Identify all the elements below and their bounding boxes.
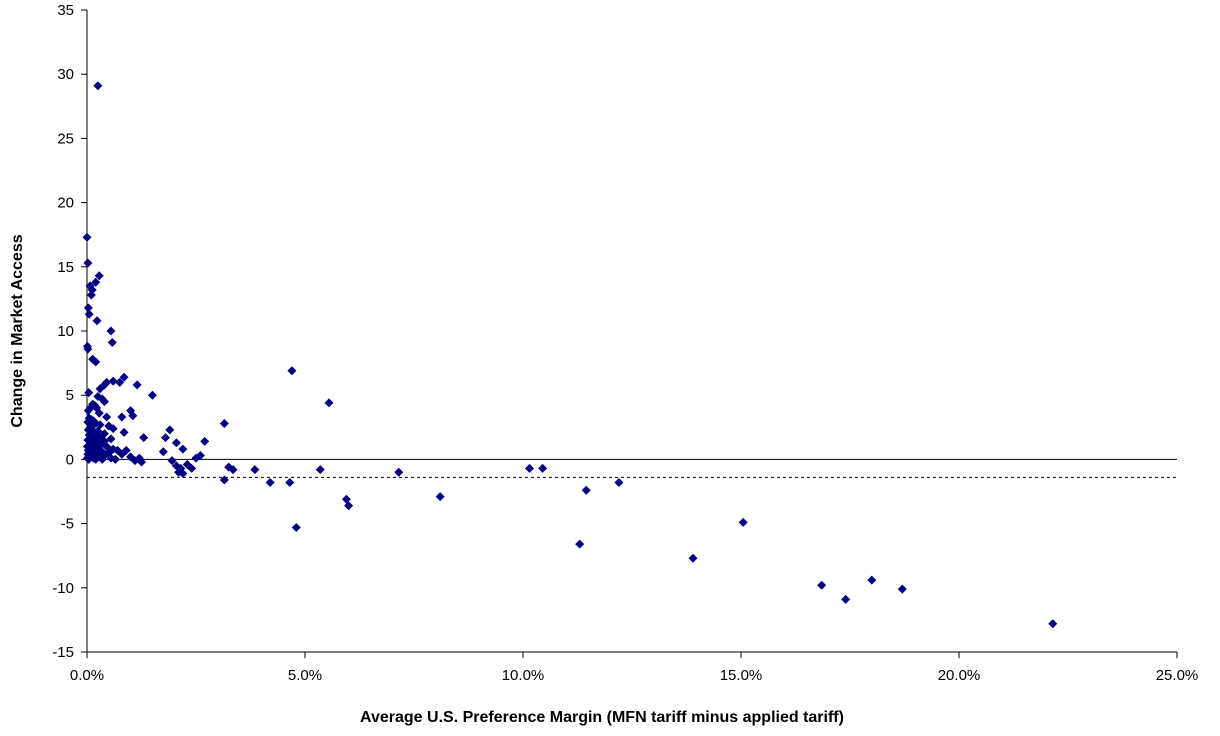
data-point [83,303,93,313]
data-point [435,492,445,502]
data-point [575,539,585,549]
y-tick-label: 15 [57,259,74,276]
data-point [219,475,229,485]
data-point [84,454,94,464]
data-point [94,408,104,418]
x-tick-label: 10.0% [502,667,545,684]
data-point [191,453,201,463]
data-point [94,271,104,281]
data-point [187,463,197,473]
data-point [165,425,175,435]
data-point [147,390,157,400]
y-tick-label: 0 [66,451,74,468]
data-point [128,411,138,421]
data-point [106,326,116,336]
data-point [171,438,181,448]
tick-labels: -15 -10 -5 0 5 10 15 20 25 30 35 0.0% 5.0% 10.0% 15.0%… [52,2,1198,684]
data-point [167,456,177,466]
data-point [688,553,698,563]
data-point [158,447,168,457]
data-point [250,465,260,475]
data-point [102,412,112,422]
data-point [83,344,93,354]
x-tick-label: 25.0% [1156,667,1199,684]
y-tick-label: -15 [52,644,74,661]
x-tick-label: 15.0% [720,667,763,684]
data-point [97,454,107,464]
data-point [200,436,210,446]
x-tick-label: 5.0% [288,667,322,684]
y-tick-label: 10 [57,323,74,340]
data-point [95,384,105,394]
y-axis-title: Change in Market Access [9,234,26,427]
data-point [897,584,907,594]
y-tick-label: 20 [57,195,74,212]
y-tick-label: -10 [52,580,74,597]
y-tick-label: 25 [57,130,74,147]
data-points [82,81,1058,629]
data-point [86,290,96,300]
data-point [119,372,129,382]
data-point [265,478,275,488]
data-point [394,467,404,477]
data-point [614,478,624,488]
data-point [817,580,827,590]
data-point [525,463,535,473]
axes [81,9,1178,658]
data-point [110,454,120,464]
data-point [137,457,146,467]
y-tick-label: -5 [61,516,74,533]
data-point [91,277,101,287]
data-point [841,594,851,604]
data-point [1048,619,1058,629]
x-axis-title: Average U.S. Preference Margin (MFN tari… [360,709,844,726]
x-tick-label: 0.0% [70,667,104,684]
data-point [117,449,127,459]
data-point [160,433,170,443]
data-point [738,517,748,527]
data-point [93,81,103,91]
data-point [91,357,101,367]
data-point [291,522,301,532]
data-point [287,366,297,376]
y-tick-label: 30 [57,66,74,83]
data-point [107,338,117,348]
data-point [132,380,142,390]
data-point [285,478,295,488]
y-tick-label: 5 [66,387,74,404]
data-point [119,427,129,437]
data-point [84,388,94,398]
data-point [108,376,118,386]
x-tick-label: 20.0% [938,667,981,684]
data-point [106,434,116,444]
data-point [99,397,109,407]
data-point [324,398,334,408]
data-point [92,316,102,326]
data-point [178,469,188,479]
data-point [344,501,354,511]
data-point [867,575,877,585]
data-point [91,454,101,464]
data-point [82,232,92,242]
data-point [581,485,591,495]
data-point [83,406,93,416]
data-point [130,456,140,466]
data-point [538,463,548,473]
data-point [228,465,238,475]
data-point [178,444,188,454]
data-point [139,433,149,443]
data-point [315,465,325,475]
data-point [117,412,127,422]
data-point [108,424,118,434]
data-point [83,258,93,268]
data-point [219,418,229,428]
data-point [115,377,125,387]
data-point [84,309,94,319]
y-tick-label: 35 [57,2,74,19]
